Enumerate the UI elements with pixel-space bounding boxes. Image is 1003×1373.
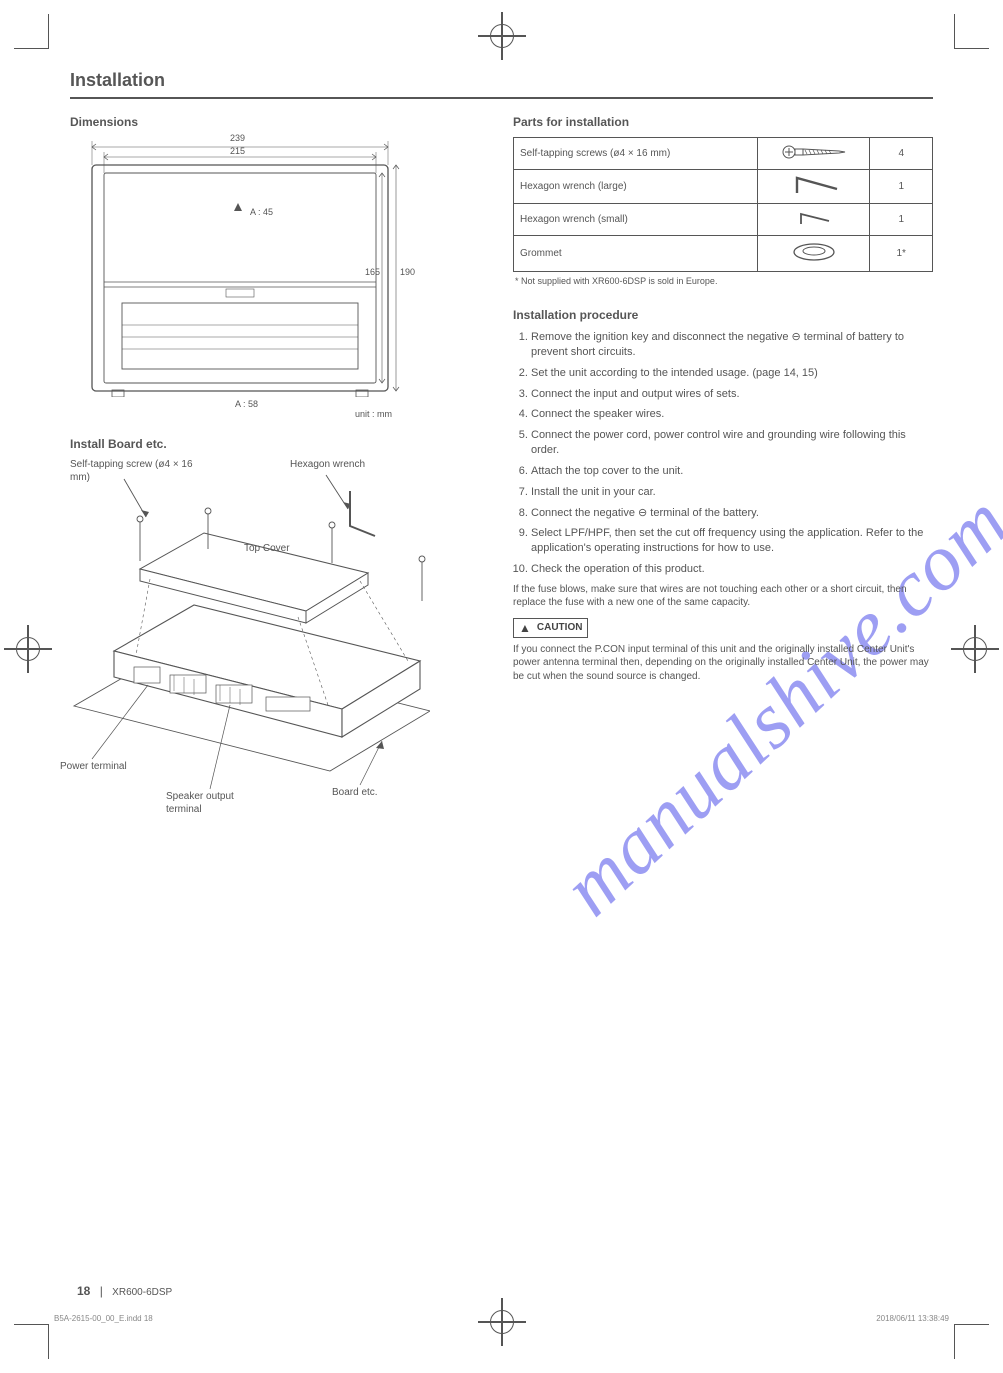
dim-a-depth: A : 58 [235, 399, 258, 409]
part-icon-cell [757, 204, 870, 236]
part-name-text: Self-tapping screws (ø4 × 16 mm) [520, 148, 670, 159]
procedure-step: Remove the ignition key and disconnect t… [531, 330, 933, 360]
procedure-step: Set the unit according to the intended u… [531, 366, 933, 381]
part-name: Hexagon wrench (large) [514, 170, 758, 204]
label-tapping-screw: Self-tapping screw (ø4 × 16 mm) [70, 459, 200, 484]
procedure-step: Install the unit in your car. [531, 485, 933, 500]
part-name: Hexagon wrench (small) [514, 204, 758, 236]
registration-mark [951, 625, 999, 673]
crop-mark [954, 1324, 989, 1359]
dimensions-svg [70, 137, 400, 397]
crop-mark [954, 14, 989, 49]
dim-unit: unit : mm [355, 409, 392, 419]
table-row: Self-tapping screws (ø4 × 16 mm) 4 [514, 138, 933, 170]
part-icon-cell [757, 170, 870, 204]
registration-mark [4, 625, 52, 673]
parts-heading: Parts for installation [513, 115, 933, 129]
parts-footnote: * Not supplied with XR600-6DSP is sold i… [515, 276, 933, 286]
procedure-step: Select LPF/HPF, then set the cut off fre… [531, 526, 933, 556]
procedure-step: Connect the negative ⊖ terminal of the b… [531, 506, 933, 521]
dimensions-figure: 239 215 190 165 A : 45 A : 58 unit : mm [70, 137, 400, 397]
procedure-step: Check the operation of this product. [531, 562, 933, 577]
page-separator: | [94, 1284, 109, 1298]
part-qty: 1 [870, 170, 933, 204]
label-top-cover: Top Cover [244, 543, 290, 556]
part-icon-cell [757, 236, 870, 272]
install-board-heading: Install Board etc. [70, 437, 487, 451]
footer-datetime: 2018/06/11 13:38:49 [876, 1314, 949, 1323]
warning-icon: ▲ [519, 621, 531, 635]
wrench-large-icon [779, 174, 849, 196]
footer-filename: B5A-2615-00_00_E.indd 18 [54, 1314, 153, 1323]
crop-mark [14, 1324, 49, 1359]
table-row: Hexagon wrench (large) 1 [514, 170, 933, 204]
registration-mark [478, 12, 526, 60]
parts-table: Self-tapping screws (ø4 × 16 mm) 4 [513, 137, 933, 272]
label-board-etc: Board etc. [332, 787, 378, 800]
left-column: Dimensions [70, 111, 487, 821]
procedure-note: If the fuse blows, make sure that wires … [513, 583, 933, 610]
right-column: Parts for installation Self-tapping scre… [513, 111, 933, 821]
dim-width-outer: 239 [230, 133, 245, 143]
page-model: XR600-6DSP [112, 1287, 172, 1298]
procedure-step: Attach the top cover to the unit. [531, 464, 933, 479]
part-qty: 4 [870, 138, 933, 170]
procedure-list: Remove the ignition key and disconnect t… [513, 330, 933, 577]
page-number-value: 18 [77, 1284, 90, 1298]
procedure-step: Connect the speaker wires. [531, 407, 933, 422]
part-icon-cell [757, 138, 870, 170]
page-title: Installation [70, 70, 933, 91]
part-qty: 1 [870, 204, 933, 236]
procedure-step: Connect the input and output wires of se… [531, 387, 933, 402]
wrench-small-icon [779, 208, 849, 228]
table-row: Grommet 1* [514, 236, 933, 272]
label-power-terminal: Power terminal [60, 761, 170, 774]
part-name: Self-tapping screws (ø4 × 16 mm) [514, 138, 758, 170]
dimensions-heading: Dimensions [70, 115, 487, 129]
install-board-figure: Self-tapping screw (ø4 × 16 mm) Top Cove… [70, 461, 430, 821]
label-speaker-terminal: Speaker output terminal [166, 791, 266, 816]
page-content: Installation Dimensions [70, 70, 933, 821]
registration-mark [478, 1298, 526, 1346]
crop-mark [14, 14, 49, 49]
dim-width-inner: 215 [230, 146, 245, 156]
table-row: Hexagon wrench (small) 1 [514, 204, 933, 236]
part-qty: 1* [870, 236, 933, 272]
caution-text: If you connect the P.CON input terminal … [513, 643, 933, 684]
label-hex-wrench: Hexagon wrench [290, 459, 400, 472]
page-number: 18 | XR600-6DSP [77, 1284, 172, 1298]
title-rule [70, 97, 933, 99]
caution-badge: ▲ CAUTION [513, 618, 588, 638]
dim-height-inner: 165 [365, 267, 380, 277]
dim-height-outer: 190 [400, 267, 415, 277]
part-name: Grommet [514, 236, 758, 272]
procedure-step: Connect the power cord, power control wi… [531, 428, 933, 458]
caution-label: CAUTION [537, 622, 583, 633]
procedure-heading: Installation procedure [513, 308, 933, 322]
grommet-icon [779, 240, 849, 264]
dim-a-panel: A : 45 [250, 207, 273, 217]
screw-icon [779, 142, 849, 162]
